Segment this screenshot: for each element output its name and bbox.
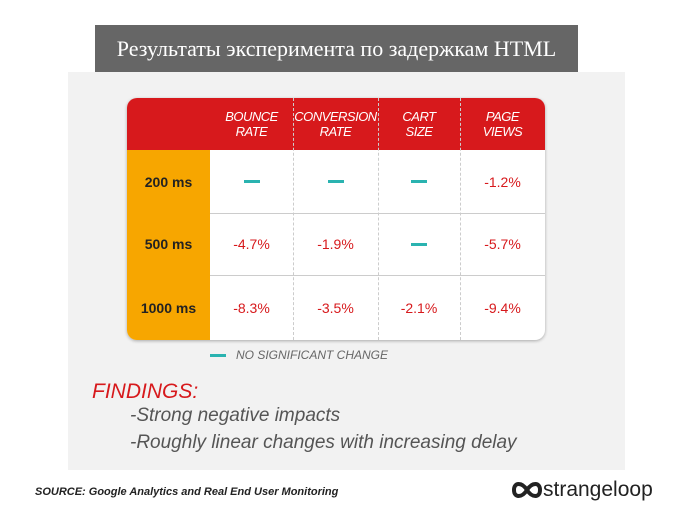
- no-change-mark: [411, 242, 427, 246]
- cell: -2.1%: [400, 299, 438, 316]
- column-separator: [378, 98, 379, 340]
- cell: -5.7%: [484, 236, 521, 252]
- header-corner: [127, 98, 210, 150]
- legend: NO SIGNIFICANT CHANGE: [210, 348, 388, 362]
- header-line: BOUNCE: [225, 109, 278, 124]
- header-line: RATE: [235, 124, 268, 139]
- no-change-mark: [243, 180, 260, 183]
- column-separator: [460, 98, 461, 340]
- no-change-mark: [327, 180, 344, 183]
- finding: -Strong negative impacts: [130, 405, 341, 426]
- row-label: 1000 ms: [127, 275, 210, 340]
- cell: [378, 213, 460, 275]
- row-separator: [210, 275, 545, 276]
- column-header: CART SIZE: [378, 98, 460, 150]
- header-line: SIZE: [405, 124, 433, 139]
- cell: -8.3%: [233, 299, 270, 316]
- no-change-mark: [411, 180, 427, 183]
- findings-title: FINDINGS:: [92, 380, 199, 403]
- cell: -3.5%: [317, 299, 354, 316]
- table: BOUNCE RATE CONVERSION RATE CART SIZE PAGE VIEW…: [127, 98, 545, 340]
- source: SOURCE: Google Analytics and Real End Us…: [35, 486, 339, 498]
- column-header: BOUNCE RATE: [210, 98, 293, 150]
- legend-swatch: [210, 353, 226, 357]
- column-separator: [293, 98, 294, 340]
- row-separator: [210, 213, 545, 214]
- header-line: PAGE: [485, 109, 520, 124]
- header-line: VIEWS: [482, 124, 523, 139]
- cell: [378, 150, 460, 213]
- row-label: 200 ms: [127, 150, 210, 213]
- legend-label: NO SIGNIFICANT CHANGE: [236, 348, 389, 362]
- logo-icon: [512, 482, 542, 498]
- header-line: RATE: [319, 124, 352, 139]
- header-line: CONVERSION: [294, 109, 377, 124]
- cell: [210, 150, 293, 213]
- title: Результаты эксперимента по задержкам HTM…: [95, 25, 578, 72]
- finding: -Roughly linear changes with increasing …: [130, 432, 517, 453]
- row-label: 500 ms: [127, 213, 210, 275]
- logo: strangeloop: [543, 478, 653, 501]
- header-line: CART: [402, 109, 436, 124]
- cell: -9.4%: [484, 299, 521, 316]
- cell: -1.9%: [317, 236, 354, 252]
- cell: -4.7%: [233, 236, 270, 252]
- column-header: CONVERSION RATE: [293, 98, 378, 150]
- cell: [293, 150, 378, 213]
- cell: -1.2%: [484, 173, 521, 190]
- column-header: PAGE VIEWS: [460, 98, 545, 150]
